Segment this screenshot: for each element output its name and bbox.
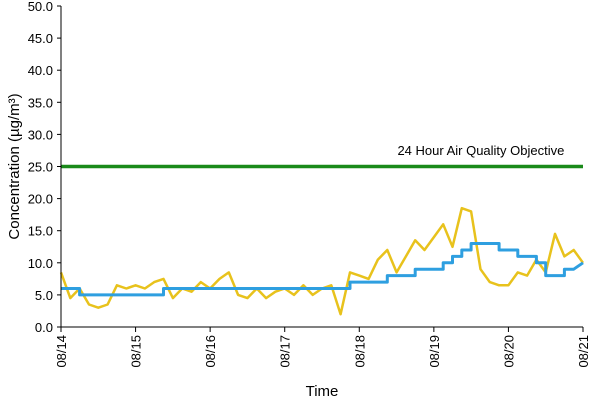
x-tick-label: 08/20 [501, 335, 516, 368]
x-tick-label: 08/19 [427, 335, 442, 368]
x-axis-title: Time [306, 383, 339, 400]
y-tick-label: 35.0 [28, 95, 53, 110]
series-layer [59, 164, 585, 316]
y-tick-label: 20.0 [28, 192, 53, 207]
x-tick-label: 08/16 [203, 335, 218, 368]
objective-annotation: 24 Hour Air Quality Objective [397, 143, 564, 158]
y-tick-label: 5.0 [35, 288, 53, 303]
y-tick-label: 0.0 [35, 320, 53, 335]
series-line-blue [61, 242, 584, 297]
y-tick-label: 30.0 [28, 127, 53, 142]
y-tick-label: 50.0 [28, 0, 53, 14]
y-axis-title: Concentration (µg/m³) [6, 93, 23, 239]
x-tick-label: 08/15 [129, 335, 144, 368]
y-tick-label: 45.0 [28, 31, 53, 46]
x-tick-label: 08/21 [576, 335, 591, 368]
x-tick-label: 08/17 [278, 335, 293, 368]
y-axis-ticks: 0.0 5.0 10.0 15.0 20.0 25.0 30.0 35.0 40.0 45.0 50… [28, 0, 61, 335]
series-line-yellow [59, 206, 585, 316]
y-tick-label: 25.0 [28, 160, 53, 175]
y-tick-label: 15.0 [28, 224, 53, 239]
y-tick-label: 10.0 [28, 256, 53, 271]
x-axis-ticks: 08/14 08/15 08/16 08/17 08/18 08/19 08/20 08/21 [54, 327, 591, 368]
x-tick-label: 08/14 [54, 335, 69, 368]
x-tick-label: 08/18 [352, 335, 367, 368]
y-tick-label: 40.0 [28, 63, 53, 78]
